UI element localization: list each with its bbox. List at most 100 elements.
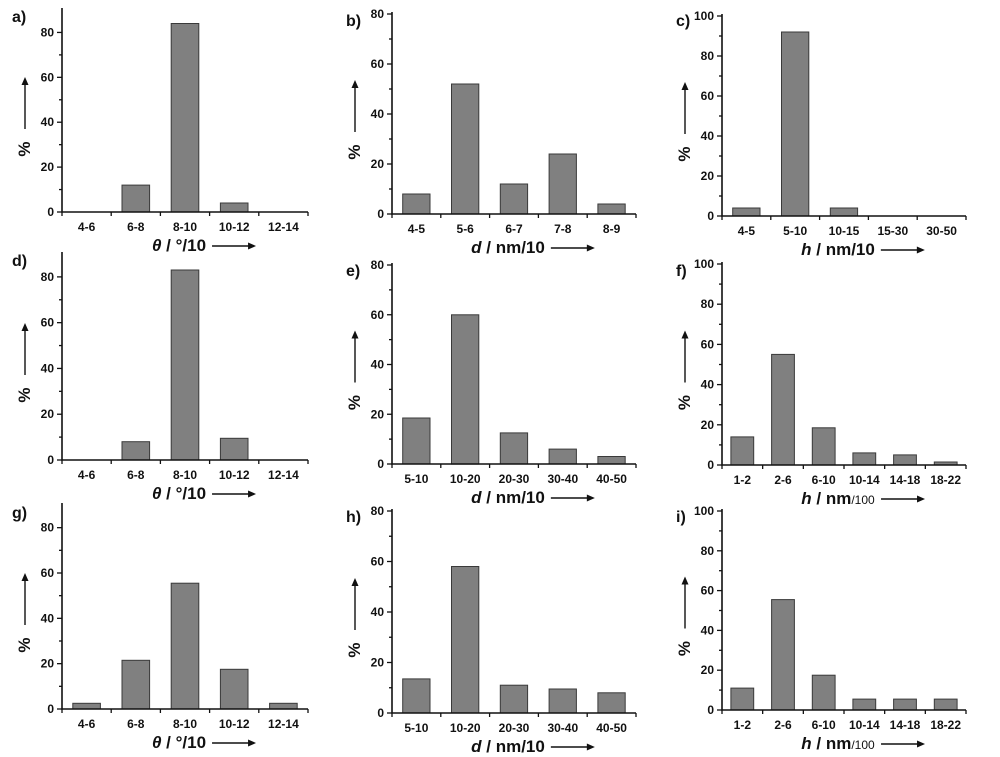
x-axis-label: h / nm/100 [801, 489, 875, 508]
bar [597, 203, 626, 215]
y-tick-label: 60 [371, 57, 385, 71]
y-axis-arrowhead-icon [681, 576, 689, 585]
x-axis-arrowhead-icon [248, 739, 257, 747]
y-tick-label: 80 [41, 521, 55, 535]
x-tick-label: 20-30 [499, 721, 530, 735]
panel-label: e) [346, 263, 360, 280]
bar [170, 23, 200, 213]
bar [219, 668, 249, 710]
x-tick-label: 4-5 [408, 222, 426, 236]
x-tick-label: 5-10 [404, 472, 428, 486]
y-axis-arrowhead-icon [351, 80, 359, 88]
x-tick-label: 12-14 [268, 717, 299, 731]
x-axis-unit: / °/10 [161, 484, 206, 503]
chart-panel: c) 0 20 40 60 80 100 4-5 5-10 10-15 15-30 30-50 h / … [675, 9, 967, 259]
y-tick-label: 60 [701, 584, 715, 598]
y-tick-label: 0 [47, 453, 54, 467]
bar [771, 599, 795, 711]
x-axis-variable: θ [152, 733, 162, 752]
bar [933, 698, 958, 711]
x-axis-label: d / nm/10 [471, 488, 545, 507]
y-tick-label: 100 [694, 504, 714, 518]
y-axis-label: % [675, 641, 694, 656]
y-tick-label: 0 [377, 706, 384, 720]
x-tick-label: 6-10 [812, 718, 836, 732]
x-axis-unit-sub: /100 [851, 738, 875, 752]
y-axis-arrowhead-icon [351, 578, 359, 586]
bar [811, 427, 836, 466]
x-tick-label: 30-40 [547, 721, 578, 735]
x-axis-arrowhead-icon [586, 743, 595, 751]
x-tick-label: 6-8 [127, 717, 145, 731]
x-tick-label: 12-14 [268, 220, 299, 234]
chart-panel: e) 0 20 40 60 80 5-10 10-20 20-30 30-40 40-50 d / n… [345, 258, 637, 507]
x-axis-label: h / nm/100 [801, 734, 875, 753]
x-tick-label: 4-5 [738, 224, 756, 238]
y-tick-label: 0 [377, 457, 384, 471]
chart-panel: d) 0 20 40 60 80 4-6 6-8 8-10 10-12 12-14 θ / °/10% [12, 252, 309, 503]
y-tick-label: 20 [371, 407, 385, 421]
y-axis-arrowhead-icon [351, 330, 359, 339]
y-tick-label: 0 [47, 205, 54, 219]
x-tick-label: 18-22 [930, 473, 961, 487]
x-axis-arrowhead-icon [586, 244, 595, 252]
x-tick-label: 10-20 [450, 721, 481, 735]
axis-line [721, 262, 966, 466]
y-axis-label: % [675, 395, 694, 410]
bar [499, 684, 529, 714]
y-tick-label: 80 [371, 504, 385, 518]
x-tick-label: 6-10 [812, 473, 836, 487]
axis-line [721, 509, 966, 711]
bar [597, 692, 626, 714]
y-tick-label: 60 [701, 337, 715, 351]
x-axis-variable: d [471, 238, 482, 257]
panel-label: h) [346, 509, 361, 526]
x-tick-label: 4-6 [78, 220, 96, 234]
chart-panel: h) 0 20 40 60 80 5-10 10-20 20-30 30-40 40-50 d / n… [345, 504, 637, 756]
bar [852, 452, 877, 466]
y-tick-label: 40 [701, 623, 715, 637]
y-axis-arrowhead-icon [21, 323, 29, 331]
x-axis-variable: h [801, 240, 811, 259]
y-tick-label: 80 [701, 297, 715, 311]
y-axis-label: % [345, 642, 364, 657]
x-axis-variable: d [471, 488, 482, 507]
x-axis-arrowhead-icon [248, 490, 257, 498]
bar [219, 202, 249, 213]
x-tick-label: 1-2 [734, 473, 752, 487]
x-tick-label: 4-6 [78, 717, 96, 731]
bar [269, 702, 298, 710]
x-tick-label: 30-40 [547, 472, 578, 486]
x-tick-label: 4-6 [78, 468, 96, 482]
bar [811, 674, 836, 711]
bar [121, 441, 151, 461]
x-axis-variable: θ [152, 484, 162, 503]
x-axis-unit-sub: /100 [851, 493, 875, 507]
y-tick-label: 20 [41, 160, 55, 174]
x-axis-label: θ / °/10 [152, 484, 206, 503]
y-tick-label: 100 [694, 257, 714, 271]
x-tick-label: 12-14 [268, 468, 299, 482]
x-axis-label: d / nm/10 [471, 737, 545, 756]
x-axis-variable: d [471, 737, 482, 756]
bar [170, 269, 200, 461]
bar [597, 456, 626, 465]
bar [121, 184, 151, 213]
bar [402, 417, 431, 465]
bar [451, 566, 480, 714]
x-tick-label: 6-8 [127, 468, 145, 482]
chart-panel: f) 0 20 40 60 80 100 1-2 2-6 6-10 10-14 14-18 18-22 h… [675, 257, 967, 508]
x-tick-label: 2-6 [774, 718, 792, 732]
y-tick-label: 40 [371, 358, 385, 372]
x-tick-label: 6-7 [505, 222, 523, 236]
y-tick-label: 100 [694, 9, 714, 23]
x-axis-label: h / nm/10 [801, 240, 875, 259]
x-axis-arrowhead-icon [917, 495, 926, 503]
x-tick-label: 10-14 [849, 718, 880, 732]
chart-panel: b) 0 20 40 60 80 4-5 5-6 6-7 7-8 8-9 d / nm/10% [345, 7, 637, 257]
y-tick-label: 20 [41, 407, 55, 421]
x-tick-label: 20-30 [499, 472, 530, 486]
x-axis-arrowhead-icon [916, 246, 925, 254]
x-tick-label: 10-12 [219, 220, 250, 234]
chart-panel: i) 0 20 40 60 80 100 1-2 2-6 6-10 10-14 14-18 18-22 h… [675, 504, 967, 753]
